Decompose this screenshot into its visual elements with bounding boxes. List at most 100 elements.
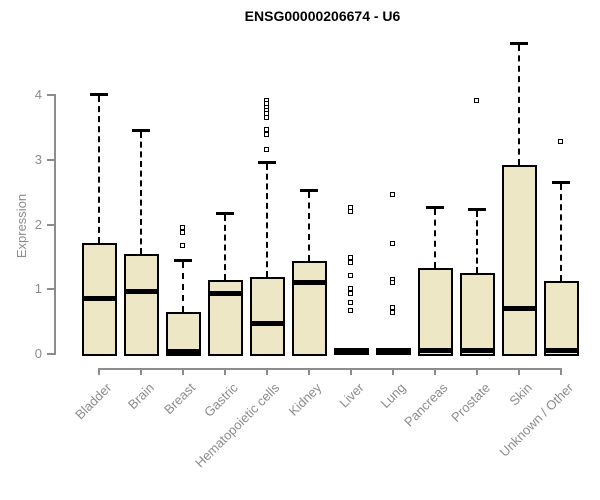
chart-title: ENSG00000206674 - U6 [244,8,401,24]
outlier-point [264,147,269,153]
x-tick [182,368,184,375]
median-line [208,291,243,297]
median-line [166,349,201,355]
upper-whisker [560,183,562,281]
y-tick [47,288,54,291]
x-category-label: Liver [336,380,367,411]
y-tick-label: 3 [34,151,42,167]
y-tick [47,94,54,96]
y-tick [47,223,54,226]
y-tick [47,158,54,161]
outlier-point [348,272,353,278]
outlier-point [180,242,185,248]
outlier-point [348,208,353,214]
outlier-point [264,132,269,138]
upper-whisker [140,131,142,254]
y-tick-label: 4 [34,87,42,102]
median-line [82,295,117,301]
box [460,273,495,356]
x-tick [140,368,142,375]
x-category-label: Unknown / Other [497,380,577,460]
x-tick [392,368,394,375]
outlier-point [390,192,395,198]
y-tick-label: 2 [34,216,42,232]
x-category-label: Skin [506,380,535,409]
x-category-label: Pancreas [401,380,451,430]
whisker-cap [300,188,318,192]
median-line [460,348,495,354]
outlier-point [348,299,353,305]
x-tick [308,368,310,375]
y-tick-label: 1 [34,281,42,297]
outlier-point [180,224,185,230]
outlier-point [474,97,479,103]
outlier-point [348,285,353,291]
median-line [292,280,327,286]
box [124,253,159,356]
x-category-label: Lung [377,380,409,412]
x-tick [476,368,478,375]
outlier-point [348,291,353,297]
box [250,276,285,356]
outlier-point [348,307,353,313]
whisker-cap [468,207,486,211]
x-category-label: Prostate [447,380,493,425]
box [292,260,327,356]
flat-box [376,348,411,355]
median-line [124,289,159,295]
x-tick [224,368,226,375]
upper-whisker [224,214,226,280]
x-tick [350,368,352,375]
whisker-cap [90,92,108,96]
y-axis-line [54,94,56,355]
whisker-cap [510,41,528,45]
y-tick [47,353,54,355]
x-tick [266,368,268,375]
whisker-cap [258,161,276,165]
median-line [502,305,537,311]
median-line [250,320,285,326]
outlier-point [264,115,269,121]
x-tick [434,368,436,375]
outlier-point [348,259,353,265]
outlier-point [264,126,269,132]
x-axis-line [98,368,562,370]
whisker-cap [216,211,234,215]
x-category-label: Brain [124,380,157,413]
y-tick-label: 0 [34,346,42,361]
outlier-point [180,229,185,235]
upper-whisker [98,95,100,243]
median-line [418,348,453,354]
outlier-point [348,254,353,260]
upper-whisker [266,164,268,277]
x-tick [98,368,100,375]
upper-whisker [308,191,310,261]
box [544,280,579,356]
box [502,164,537,356]
outlier-point [390,240,395,246]
upper-whisker [476,210,478,274]
x-category-label: Kidney [285,380,325,419]
box [166,311,201,356]
upper-whisker [434,209,436,268]
whisker-cap [174,259,192,263]
box [418,267,453,356]
outlier-point [390,279,395,285]
median-line [544,348,579,354]
x-tick [518,368,520,375]
upper-whisker [518,44,520,165]
x-tick [560,368,562,375]
whisker-cap [132,128,150,132]
outlier-point [558,138,563,144]
whisker-cap [426,206,444,210]
x-category-label: Bladder [72,380,115,423]
x-category-label: Gastric [200,380,241,420]
x-category-label: Breast [161,380,199,418]
flat-box [334,348,369,355]
outlier-point [390,305,395,311]
upper-whisker [182,262,184,312]
outlier-point [390,310,395,316]
whisker-cap [552,180,570,184]
